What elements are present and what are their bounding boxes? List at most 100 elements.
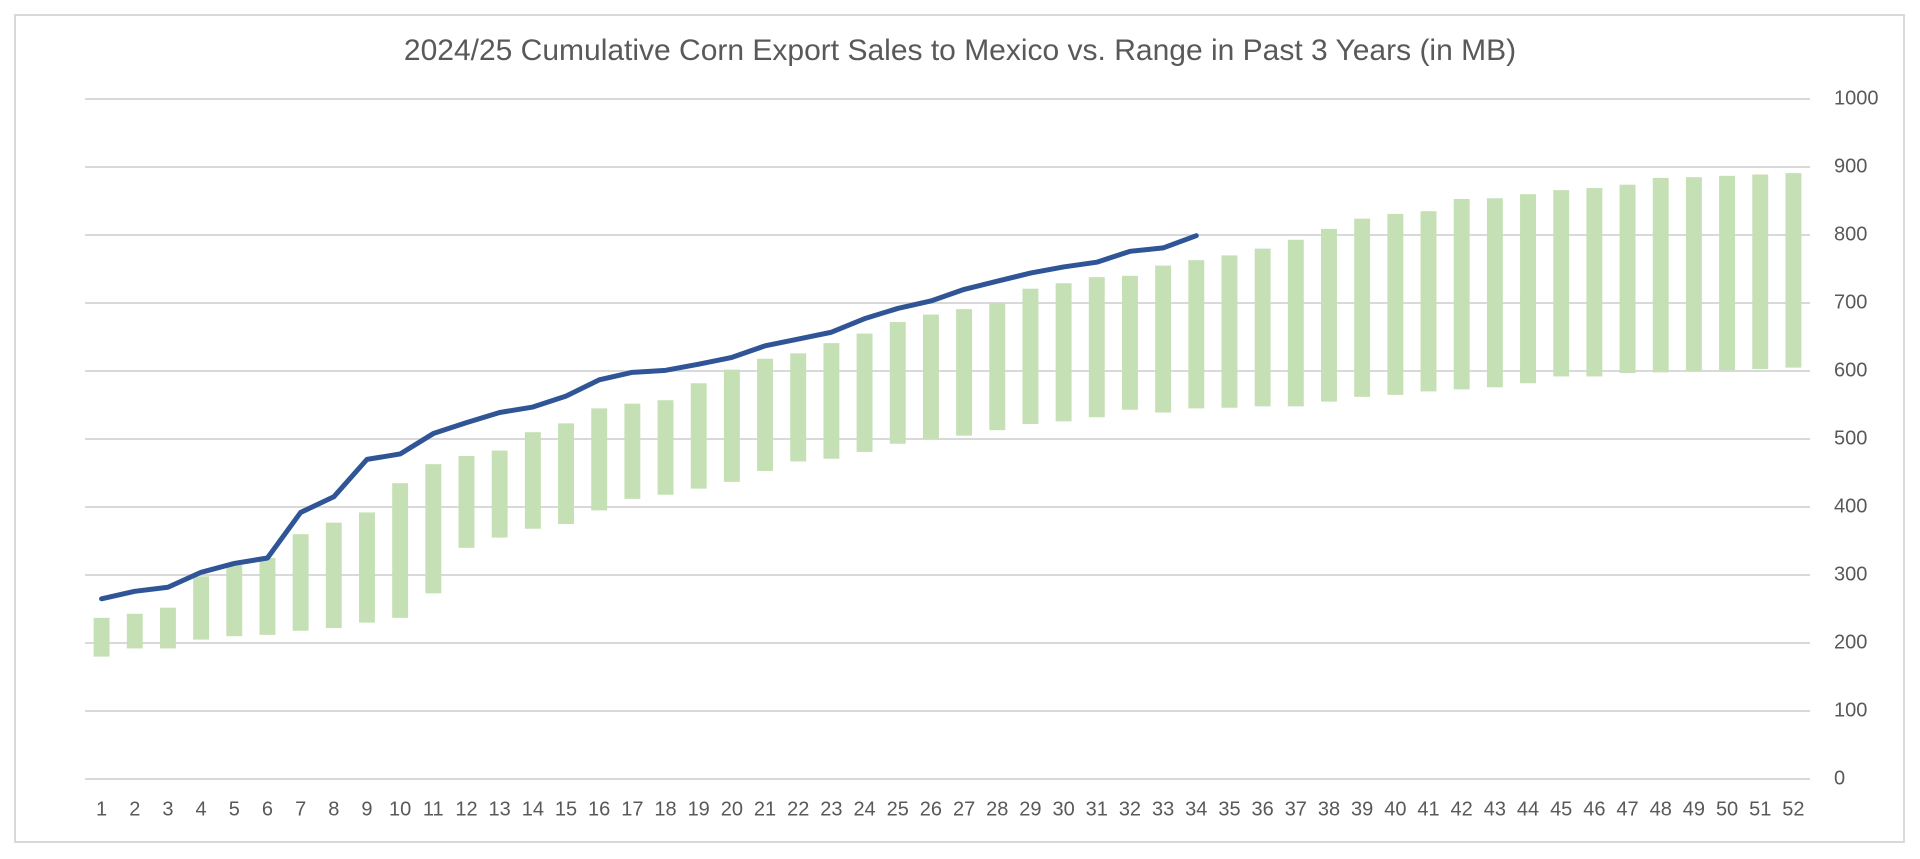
x-tick-label: 5 [229,798,240,820]
range-bar [458,456,475,548]
range-bar [1188,260,1205,409]
x-tick-label: 21 [754,798,776,820]
x-tick-label: 25 [887,798,909,820]
y-tick-label: 900 [1834,155,1867,177]
x-tick-label: 15 [555,798,577,820]
x-tick-label: 11 [423,798,444,820]
y-tick-label: 200 [1834,631,1867,653]
x-tick-label: 32 [1119,798,1141,820]
y-tick-label: 800 [1834,223,1867,245]
range-bar [126,613,143,649]
range-bar [259,558,276,635]
range-bar [1652,177,1669,373]
x-tick-label: 2 [129,798,140,820]
x-tick-label: 23 [820,798,842,820]
x-tick-label: 31 [1086,798,1108,820]
range-bar [1586,188,1603,377]
x-tick-label: 28 [986,798,1008,820]
x-tick-label: 14 [522,798,544,820]
range-bar [425,464,442,594]
range-bar [1752,174,1769,369]
x-tick-label: 36 [1252,798,1274,820]
range-bar [524,432,541,529]
y-tick-label: 600 [1834,359,1867,381]
range-bar [1387,213,1404,395]
x-tick-label: 33 [1152,798,1174,820]
x-tick-label: 27 [953,798,975,820]
range-bar [1619,184,1636,374]
x-tick-label: 26 [920,798,942,820]
x-tick-label: 10 [389,798,411,820]
x-tick-label: 8 [328,798,339,820]
x-tick-label: 12 [455,798,477,820]
x-tick-label: 44 [1517,798,1539,820]
range-bar [392,483,409,618]
y-tick-label: 1000 [1834,87,1879,109]
x-tick-label: 43 [1484,798,1506,820]
range-bar [1321,228,1337,402]
x-tick-label: 50 [1716,798,1738,820]
x-tick-label: 19 [688,798,710,820]
range-bar [856,333,873,452]
x-tick-label: 37 [1285,798,1307,820]
range-bar [757,358,774,471]
x-tick-label: 42 [1451,798,1473,820]
x-tick-label: 35 [1218,798,1240,820]
range-bar [1354,218,1371,397]
range-bar [193,576,210,640]
x-tick-label: 47 [1616,798,1638,820]
range-bar [790,353,807,462]
range-bar [1486,198,1503,388]
x-tick-label: 29 [1019,798,1041,820]
range-bar [1088,277,1105,418]
x-tick-label: 51 [1749,798,1771,820]
range-bar [723,369,740,482]
range-bar [1055,283,1072,422]
x-tick-label: 20 [721,798,743,820]
range-bar [956,309,973,436]
y-tick-label: 400 [1834,495,1867,517]
x-tick-label: 16 [588,798,610,820]
x-tick-label: 34 [1185,798,1207,820]
x-tick-label: 39 [1351,798,1373,820]
y-tick-label: 500 [1834,427,1867,449]
x-tick-label: 18 [654,798,676,820]
chart-title: 2024/25 Cumulative Corn Export Sales to … [404,34,1516,67]
x-tick-label: 38 [1318,798,1340,820]
range-bar [491,450,508,538]
x-tick-label: 4 [196,798,207,820]
x-tick-label: 13 [489,798,511,820]
range-bar [1553,190,1570,377]
range-bar [1453,198,1470,390]
x-tick-label: 46 [1583,798,1605,820]
x-tick-label: 40 [1384,798,1406,820]
x-tick-label: 7 [295,798,306,820]
range-bar [93,617,110,657]
range-bar [1155,265,1172,413]
range-bar [1254,248,1271,407]
range-bar [591,408,608,511]
range-bar [558,423,574,524]
range-bar [1785,173,1802,368]
range-bar [1287,239,1304,407]
x-tick-label: 6 [262,798,273,820]
range-bar [292,534,309,631]
range-bar [1420,211,1437,392]
x-tick-label: 41 [1417,798,1439,820]
x-tick-label: 45 [1550,798,1572,820]
range-bar [1221,255,1238,408]
x-tick-label: 30 [1052,798,1074,820]
range-bar [159,607,176,649]
x-tick-label: 24 [853,798,875,820]
range-bar [989,303,1006,431]
range-bar [1685,177,1702,371]
range-bar [823,343,840,459]
x-tick-label: 52 [1782,798,1804,820]
x-tick-label: 22 [787,798,809,820]
range-bar [1719,175,1736,371]
range-bar [889,322,906,444]
range-bar [690,383,707,489]
y-tick-label: 700 [1834,291,1867,313]
range-bar [1022,288,1039,425]
